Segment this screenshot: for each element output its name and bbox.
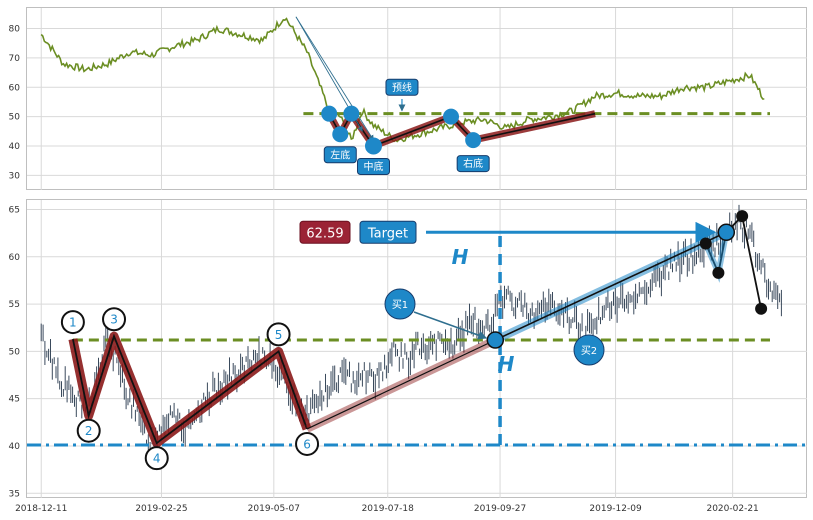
breakout-point [486, 331, 505, 349]
bottom-y-tick-label: 60 [9, 253, 21, 263]
x-tick-label: 2019-12-09 [589, 504, 642, 514]
top-y-tick-label: 70 [9, 54, 21, 64]
buy1-label: 买1 [392, 299, 408, 311]
top-y-tick-label: 40 [9, 142, 21, 152]
x-tick-label: 2019-07-18 [362, 504, 415, 514]
x-tick-label: 2020-02-21 [706, 504, 758, 514]
pattern-point-label: 3 [110, 313, 118, 327]
bottom-y-tick-label: 65 [9, 205, 20, 215]
h-label-upper: H [452, 245, 469, 269]
target-point [717, 223, 736, 242]
bottom-panel-frame [26, 199, 807, 498]
pattern-point-marker [76, 418, 101, 443]
bottom-y-tick-labels: 35 40 45 50 55 60 65 [9, 205, 21, 499]
bottom-y-tick-label: 55 [9, 300, 20, 310]
top-y-tick-label: 80 [9, 25, 21, 35]
bottom-y-tick-label: 50 [9, 347, 21, 357]
annotation-label: 中底 [363, 160, 383, 173]
buy2-label: 买2 [581, 345, 597, 357]
top-panel-frame [26, 7, 807, 190]
top-pattern-point [364, 137, 382, 155]
swing-point [712, 266, 725, 279]
top-price-line [40, 17, 765, 143]
pattern-point-marker [295, 431, 320, 456]
x-tick-label: 2019-09-27 [474, 504, 526, 514]
bottom-y-tick-label: 40 [9, 442, 21, 452]
top-pattern-point [465, 132, 482, 149]
annotation-badge [456, 155, 490, 173]
x-tick-labels: 2018-12-11 2019-02-25 2019-05-07 2019-07-18… [15, 504, 759, 514]
pattern-point-label: 1 [69, 316, 77, 330]
bottom-y-tick-label: 35 [9, 489, 20, 499]
h-label-lower: H [498, 352, 515, 376]
pattern-point-marker [102, 307, 127, 332]
pattern-point-label: 5 [275, 328, 283, 342]
buy1-arrow [413, 311, 488, 340]
top-y-tick-label: 50 [9, 113, 21, 123]
pattern-point-label: 4 [153, 452, 161, 466]
pattern-line [72, 333, 308, 445]
bottom-pattern-path [68, 331, 498, 448]
x-tick-label: 2019-05-07 [248, 504, 300, 514]
buy2-badge [573, 334, 605, 366]
annotation-badge [356, 158, 390, 176]
bottom-badges: 62.59 Target H H 买1 买2 [299, 220, 605, 376]
swing-point [755, 302, 768, 315]
x-tick-label: 2018-12-11 [15, 504, 67, 514]
top-pattern-point [332, 126, 349, 143]
target-value-label: 62.59 [306, 226, 343, 241]
pattern-point-label: 2 [85, 424, 93, 438]
annotation-badge [385, 78, 419, 96]
top-grid [27, 8, 807, 190]
top-y-tick-label: 30 [9, 171, 21, 181]
pattern-point-marker [266, 322, 291, 347]
target-value-badge [299, 220, 351, 244]
annotation-label: 右底 [463, 157, 483, 170]
swing-point [699, 237, 712, 250]
top-pattern-point [443, 108, 460, 125]
bottom-pattern-points: 1 2 3 4 5 6 [60, 210, 768, 471]
trend-line [494, 231, 727, 341]
top-pattern-points [321, 105, 482, 155]
annotation-label: 左底 [330, 148, 350, 161]
bottom-y-tick-label: 45 [9, 395, 20, 405]
top-pattern-point [321, 105, 338, 122]
top-y-tick-labels: 30 40 50 60 70 80 [9, 25, 21, 182]
pattern-link-line [306, 339, 496, 430]
pattern-point-marker [60, 310, 85, 335]
top-y-tick-label: 60 [9, 83, 21, 93]
x-tick-label: 2019-02-25 [135, 504, 187, 514]
top-arrow [295, 16, 374, 141]
swing-point [736, 210, 749, 223]
pattern-point-marker [144, 446, 169, 471]
target-label: Target [367, 226, 408, 241]
top-pattern-point [343, 105, 360, 122]
annotation-label: 预线 [392, 81, 412, 94]
buy1-badge [384, 288, 416, 320]
pattern-point-label: 6 [303, 437, 311, 451]
annotation-badge [323, 146, 357, 164]
target-badge [359, 220, 417, 244]
